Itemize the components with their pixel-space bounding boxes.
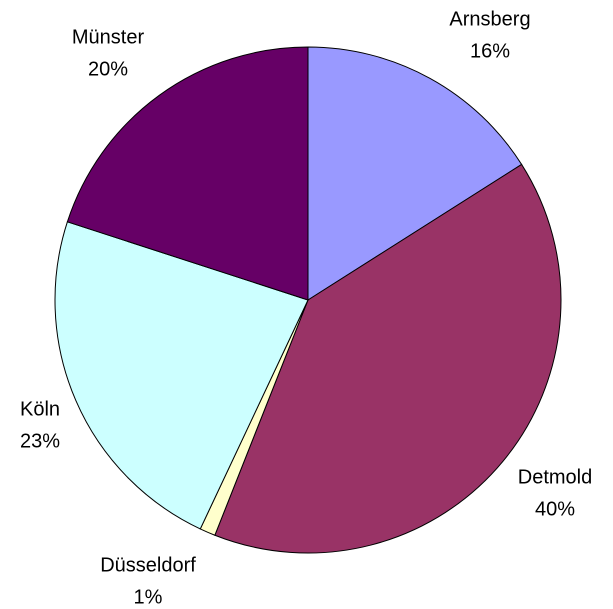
slice-label: Arnsberg	[449, 8, 530, 30]
pie-slice	[66, 46, 309, 301]
slice-value-label: 23%	[20, 430, 60, 452]
slice-value-label: 1%	[134, 586, 163, 608]
slice-label: Münster	[72, 26, 145, 48]
pie-slice	[214, 163, 562, 554]
slice-label: Düsseldorf	[100, 554, 196, 576]
pie-slice	[307, 46, 523, 301]
pie-slice	[54, 221, 309, 530]
slice-value-label: 16%	[470, 40, 510, 62]
slice-label: Köln	[20, 398, 60, 420]
slice-value-label: 20%	[88, 58, 128, 80]
slice-label: Detmold	[518, 466, 592, 488]
slice-value-label: 40%	[535, 498, 575, 520]
